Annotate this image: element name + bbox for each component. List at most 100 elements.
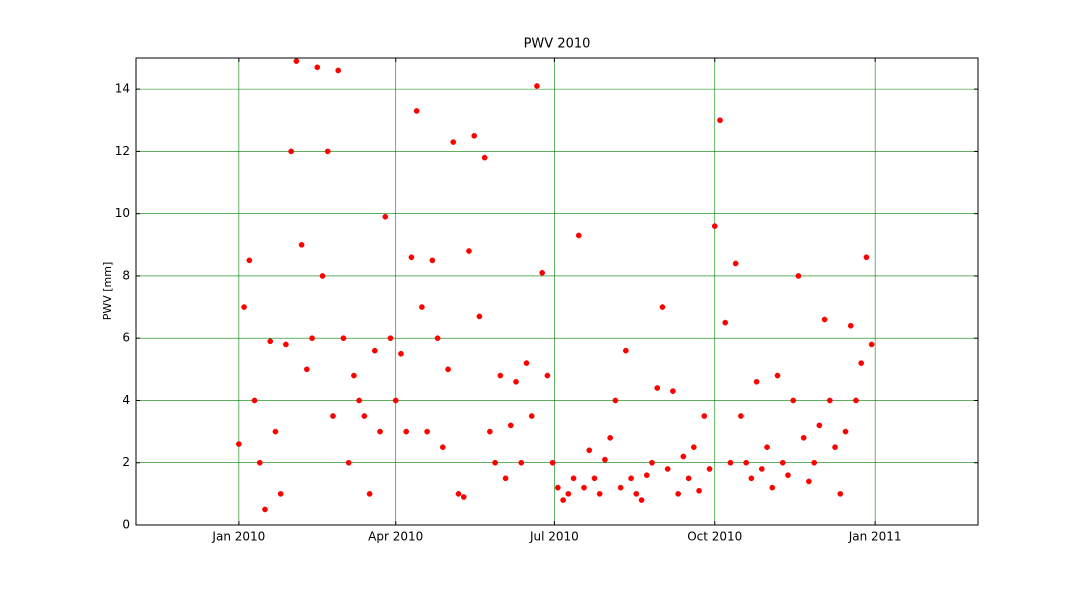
scatter-point: [685, 475, 692, 482]
scatter-point: [403, 428, 410, 435]
scatter-point: [555, 484, 561, 491]
scatter-point: [633, 491, 640, 497]
scatter-point: [288, 148, 295, 155]
y-tick-label: 0: [122, 518, 130, 532]
scatter-point: [419, 304, 425, 310]
scatter-point: [738, 413, 744, 419]
scatter-point: [319, 273, 326, 279]
scatter-point: [753, 378, 760, 385]
scatter-point: [277, 491, 284, 497]
scatter-point: [382, 213, 389, 220]
scatter-point: [847, 322, 854, 329]
scatter-point: [330, 413, 336, 419]
scatter-point: [868, 341, 875, 348]
chart-title: PWV 2010: [524, 37, 591, 52]
scatter-point: [586, 447, 593, 454]
plot-frame: [135, 57, 979, 526]
scatter-point: [790, 397, 797, 404]
scatter-point: [507, 422, 514, 429]
scatter-point: [565, 491, 572, 497]
scatter-point: [314, 64, 321, 71]
scatter-point: [764, 444, 770, 451]
scatter-point: [241, 304, 247, 310]
x-tick-label: Jan 2010: [211, 530, 265, 544]
scatter-point: [429, 257, 436, 264]
scatter-point: [664, 466, 671, 472]
scatter-point: [675, 491, 682, 497]
scatter-point: [377, 428, 383, 435]
scatter-point: [445, 366, 451, 373]
scatter-point: [722, 319, 729, 326]
scatter-point: [487, 428, 493, 435]
scatter-point: [340, 335, 347, 342]
scatter-point: [612, 397, 619, 404]
scatter-point: [853, 397, 859, 404]
scatter-point: [267, 338, 274, 345]
scatter-point: [492, 459, 498, 466]
scatter-point: [570, 475, 577, 482]
y-tick-label: 6: [122, 331, 130, 345]
scatter-point: [450, 139, 457, 145]
scatter-point: [356, 397, 362, 404]
scatter-point: [701, 413, 708, 419]
scatter-point: [858, 360, 865, 366]
scatter-point: [518, 459, 525, 466]
scatter-point: [806, 478, 812, 485]
scatter-point: [351, 372, 357, 379]
scatter-point: [460, 494, 467, 500]
x-tick-label: Jul 2010: [529, 530, 579, 544]
scatter-point: [345, 459, 352, 466]
scatter-point: [366, 491, 373, 497]
scatter-point: [863, 254, 870, 261]
scatter-point: [298, 241, 305, 248]
scatter-point: [408, 254, 415, 261]
scatter-point: [800, 434, 807, 441]
scatter-point: [837, 491, 844, 497]
scatter-point: [696, 487, 702, 494]
x-tick-label: Jan 2011: [848, 530, 902, 544]
y-tick-label: 4: [122, 393, 130, 407]
y-tick-label: 14: [115, 82, 130, 96]
scatter-point: [602, 456, 608, 463]
scatter-point: [513, 378, 519, 385]
grid: [136, 58, 978, 526]
scatter-point: [371, 347, 378, 354]
scatter-point: [581, 484, 587, 491]
scatter-point: [256, 459, 263, 466]
scatter-point: [795, 273, 802, 279]
scatter-point: [272, 428, 279, 435]
scatter-point: [743, 459, 749, 466]
scatter-point: [236, 441, 242, 447]
y-tick-label: 12: [115, 144, 130, 158]
scatter-point: [303, 366, 310, 373]
scatter-point: [769, 484, 776, 491]
y-tick-label: 10: [115, 206, 130, 220]
scatter-point: [439, 444, 446, 451]
scatter-point: [560, 497, 566, 503]
scatter-point: [387, 335, 394, 342]
scatter-point: [262, 506, 268, 513]
scatter-point: [471, 132, 478, 139]
scatter-point: [591, 475, 598, 482]
scatter-point: [398, 350, 404, 357]
scatter-point: [654, 385, 661, 391]
y-axis-label: PWV [mm]: [101, 262, 114, 321]
scatter-point: [717, 117, 723, 124]
scatter-point: [466, 248, 472, 254]
scatter-point: [502, 475, 509, 482]
y-tick-label: 8: [122, 268, 130, 282]
scatter-point: [434, 335, 441, 342]
scatter-point: [497, 372, 504, 379]
scatter-point: [534, 83, 540, 89]
scatter-point: [623, 347, 629, 354]
scatter-point: [785, 472, 791, 479]
scatter-point: [638, 497, 645, 503]
scatter-point: [821, 316, 828, 323]
scatter-point: [842, 428, 849, 435]
scatter-point: [732, 260, 739, 267]
scatter-point: [575, 232, 582, 239]
scatter-point: [649, 459, 655, 466]
scatter-point: [670, 388, 676, 394]
scatter-point: [335, 67, 342, 74]
